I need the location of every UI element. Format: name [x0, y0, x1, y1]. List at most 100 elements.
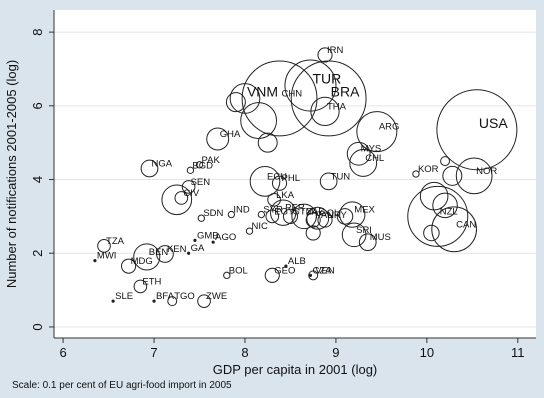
y-tick-label: 6 [30, 102, 45, 109]
point-label: MDG [131, 256, 153, 267]
data-point [423, 224, 440, 242]
point-label: KOR [418, 164, 439, 175]
point-label: CHN [282, 88, 303, 99]
data-point [111, 299, 115, 303]
data-point [206, 127, 230, 151]
point-label: NOR [476, 166, 497, 177]
data-point [282, 208, 299, 224]
data-point [152, 299, 156, 303]
point-label: COL [320, 208, 340, 219]
data-point [174, 191, 189, 205]
data-point [227, 210, 236, 219]
data-point [284, 264, 288, 268]
data-point [336, 208, 354, 225]
data-point [290, 60, 367, 137]
data-point [140, 159, 159, 178]
point-label: ZWE [206, 291, 227, 302]
data-point [305, 212, 321, 228]
data-point [265, 209, 280, 224]
point-label: MYS [361, 144, 382, 155]
data-point [197, 294, 211, 308]
data-point [270, 199, 297, 226]
data-point [358, 233, 377, 252]
point-label: CZA [312, 265, 332, 276]
data-point [93, 259, 97, 263]
x-tick-label: 8 [241, 345, 248, 360]
data-point [186, 251, 191, 255]
point-label: IND [233, 205, 250, 216]
point-label: IRN [327, 45, 344, 56]
point-label: MEX [354, 205, 375, 216]
data-point [167, 296, 178, 307]
data-point [186, 166, 195, 174]
data-point [306, 206, 330, 230]
data-point [291, 203, 317, 230]
data-point [349, 149, 378, 177]
data-point [356, 111, 398, 153]
y-tick-label: 0 [30, 323, 45, 330]
x-tick-label: 6 [59, 345, 66, 360]
point-label: SYR [263, 205, 283, 216]
point-label: EGY [274, 206, 295, 217]
data-point [156, 245, 174, 263]
data-point [181, 180, 196, 194]
data-point [257, 132, 278, 153]
data-point [308, 273, 313, 277]
data-point [161, 184, 193, 216]
point-label: BOL [229, 265, 248, 276]
point-label: NZL [440, 206, 458, 217]
axes: 6 7 8 9 10 11 0 2 4 6 8 [30, 10, 536, 360]
data-point [225, 92, 246, 113]
point-label: VNM [247, 83, 278, 99]
data-point [133, 243, 161, 271]
y-axis-title: Number of notifications 2001-2005 (log) [4, 60, 19, 288]
x-tick-label: 10 [420, 345, 434, 360]
data-point [436, 89, 518, 171]
data-point [195, 161, 204, 169]
data-point [241, 60, 318, 137]
data-point [121, 258, 137, 274]
point-label: ZAF [306, 206, 324, 217]
point-label: TZA [106, 236, 125, 247]
data-point [97, 239, 111, 253]
data-point [308, 270, 319, 281]
data-point [197, 214, 205, 222]
point-label: BFA [156, 291, 175, 302]
data-point [223, 271, 231, 280]
point-label: URY [327, 210, 348, 221]
point-label: USA [479, 115, 508, 131]
data-point [240, 102, 278, 139]
data-point [412, 170, 420, 178]
data-point [442, 165, 463, 186]
data-point [317, 212, 333, 228]
point-label: PHL [282, 173, 300, 184]
data-point [249, 166, 281, 197]
point-label: GA [191, 243, 205, 254]
scale-note: Scale: 0.1 per cent of EU agri-food impo… [12, 380, 232, 391]
data-point [229, 83, 261, 114]
point-label: GEO [274, 265, 295, 276]
point-label: SEN [191, 177, 211, 188]
point-label: LKA [276, 190, 295, 201]
data-point [310, 96, 340, 126]
x-axis-title: GDP per capita in 2001 (log) [213, 362, 378, 377]
point-label: BGD [192, 160, 213, 171]
data-point [431, 206, 478, 253]
x-tick-label: 7 [150, 345, 157, 360]
data-point [271, 175, 288, 191]
data-point [305, 225, 321, 241]
point-label: BEN [149, 247, 169, 258]
data-point [455, 157, 493, 195]
data-point [193, 238, 197, 242]
data-point [346, 141, 371, 166]
data-point [341, 222, 367, 248]
point-label: GMB [197, 230, 219, 241]
x-tick-label: 9 [332, 345, 339, 360]
data-point [319, 172, 338, 191]
point-label: CHL [365, 153, 384, 164]
point-label: TGO [174, 291, 195, 302]
point-label: AGO [215, 232, 236, 243]
